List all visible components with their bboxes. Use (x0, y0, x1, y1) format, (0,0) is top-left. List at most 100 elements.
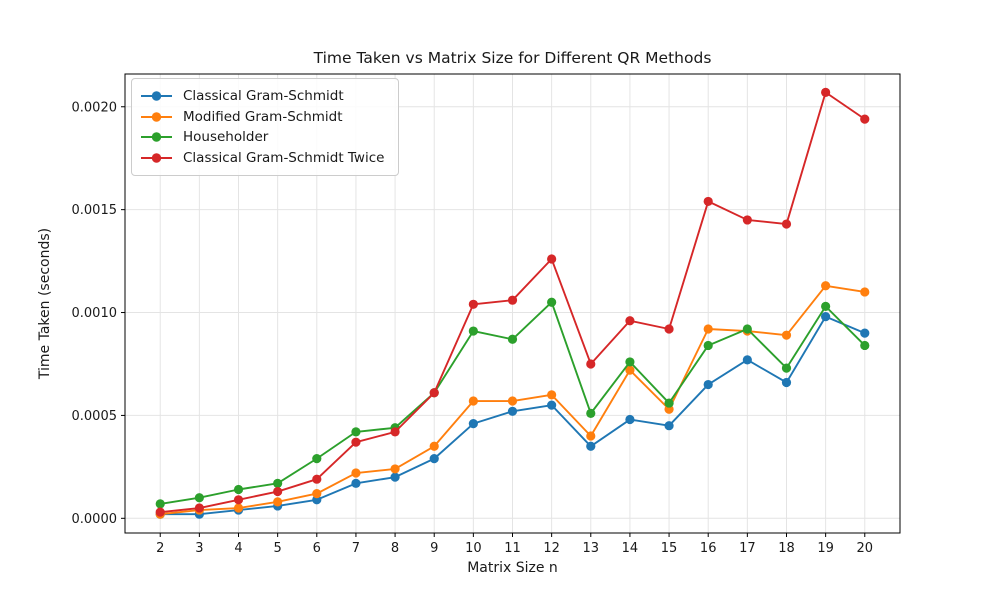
data-point (351, 478, 361, 488)
data-point (468, 419, 478, 429)
data-point (781, 377, 792, 388)
legend-marker-icon (141, 112, 172, 122)
data-point (821, 87, 831, 97)
legend-dot (151, 112, 162, 122)
data-point (703, 324, 713, 334)
data-point (429, 441, 439, 451)
data-point (625, 357, 635, 367)
x-tick-label: 20 (856, 541, 873, 556)
data-point (742, 355, 752, 365)
y-tick-label: 0.0015 (72, 203, 118, 218)
y-axis-label: Time Taken (seconds) (37, 228, 53, 380)
x-tick-label: 6 (313, 541, 321, 556)
data-point (860, 287, 870, 297)
data-point (664, 324, 674, 334)
legend-marker-icon (141, 153, 172, 163)
data-point (703, 379, 713, 390)
data-point (664, 421, 674, 431)
chart-legend: Classical Gram-Schmidt Modified Gram-Schm… (131, 78, 400, 177)
x-tick-label: 15 (661, 541, 678, 556)
data-point (233, 484, 244, 495)
data-point (273, 497, 283, 507)
data-point (194, 493, 204, 503)
y-tick-label: 0.0000 (72, 512, 118, 527)
legend-dot (151, 153, 162, 163)
legend-marker-icon (141, 91, 172, 101)
data-point (194, 503, 204, 513)
x-tick-label: 8 (391, 541, 399, 556)
data-point (312, 489, 322, 499)
legend-item: Classical Gram-Schmidt (139, 86, 384, 107)
x-tick-label: 7 (352, 541, 360, 556)
x-axis-label: Matrix Size n (467, 560, 558, 576)
chart-title: Time Taken vs Matrix Size for Different … (313, 49, 712, 67)
legend-item-label: Householder (183, 129, 269, 146)
y-tick-label: 0.0020 (72, 100, 118, 115)
data-point (821, 281, 831, 291)
x-tick-label: 16 (700, 541, 717, 556)
data-point (860, 340, 870, 351)
series-layer (155, 87, 870, 519)
x-tick-label: 17 (739, 541, 756, 556)
data-point (547, 254, 557, 264)
legend-item-label: Classical Gram-Schmidt (183, 88, 344, 105)
y-tick-label: 0.0005 (72, 409, 118, 424)
data-point (507, 295, 518, 305)
x-tick-label: 4 (234, 541, 242, 556)
data-point (625, 316, 635, 326)
y-tick-label: 0.0010 (72, 306, 118, 321)
legend-item-label: Classical Gram-Schmidt Twice (183, 150, 385, 167)
data-point (468, 326, 478, 336)
data-point (860, 114, 870, 124)
x-tick-label: 10 (465, 541, 482, 556)
data-point (312, 454, 322, 464)
data-point (351, 468, 361, 478)
data-point (233, 495, 244, 505)
data-point (821, 312, 831, 322)
data-point (586, 408, 596, 418)
data-point (781, 330, 792, 340)
legend-dot (151, 132, 162, 143)
legend-item-label: Modified Gram-Schmidt (183, 108, 343, 125)
data-point (586, 431, 596, 441)
x-tick-label: 13 (583, 541, 600, 556)
data-point (547, 400, 557, 410)
data-point (351, 437, 361, 447)
data-point (390, 464, 400, 474)
data-point (547, 390, 557, 400)
legend-item: Modified Gram-Schmidt (139, 107, 384, 128)
data-point (312, 474, 322, 484)
data-point (429, 388, 439, 398)
data-point (860, 328, 870, 338)
x-tick-label: 9 (430, 541, 438, 556)
data-point (821, 301, 831, 311)
x-tick-label: 3 (195, 541, 203, 556)
x-tick-label: 5 (274, 541, 282, 556)
data-point (507, 396, 518, 406)
data-point (273, 478, 283, 488)
x-tick-label: 12 (543, 541, 560, 556)
data-point (507, 406, 518, 416)
legend-item: Classical Gram-Schmidt Twice (139, 148, 384, 169)
x-tick-label: 2 (156, 541, 164, 556)
data-point (233, 503, 244, 513)
data-point (625, 365, 635, 375)
legend-marker-icon (141, 132, 172, 143)
data-point (547, 297, 557, 307)
x-tick-label: 19 (817, 541, 834, 556)
data-point (468, 299, 478, 309)
data-point (703, 340, 713, 351)
x-tick-label: 11 (504, 541, 521, 556)
data-point (155, 499, 165, 509)
data-point (155, 507, 165, 517)
x-tick-label: 14 (622, 541, 639, 556)
data-point (781, 363, 792, 373)
x-tick-label: 18 (778, 541, 795, 556)
data-point (390, 472, 400, 482)
legend-item: Householder (139, 127, 384, 148)
data-point (781, 219, 792, 229)
data-point (586, 359, 596, 369)
data-point (429, 454, 439, 464)
tick-layer: 2 3 4 5 6 7 8 9 10 11 12 13 14 15 16 17 18 19 20 0.0000 0.00… (72, 100, 874, 556)
data-point (625, 414, 635, 425)
